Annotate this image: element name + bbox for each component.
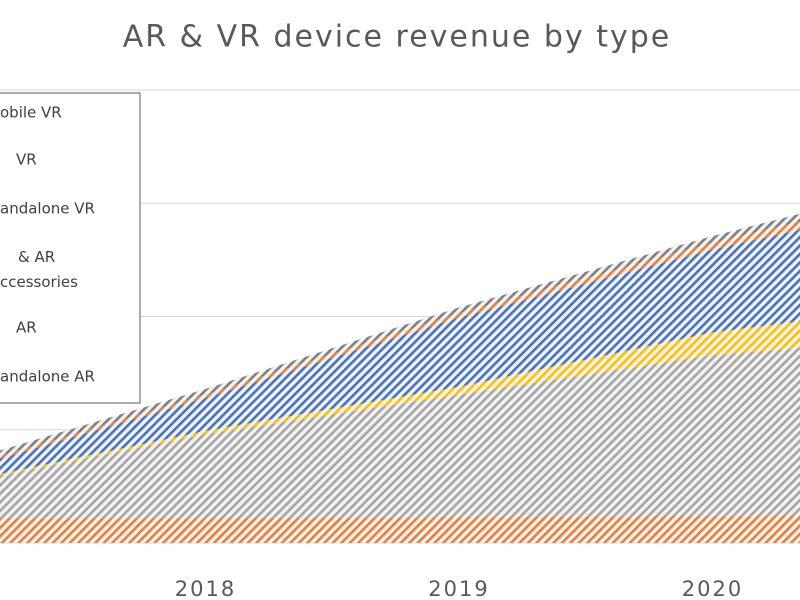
area <box>0 347 800 519</box>
legend-label: VR <box>16 151 37 169</box>
area <box>0 229 800 475</box>
area <box>0 515 800 543</box>
area <box>0 213 800 457</box>
chart-title: AR & VR device revenue by type <box>123 20 672 55</box>
legend-label: andalone VR <box>0 200 95 218</box>
x-tick-label: 2019 <box>428 577 489 600</box>
x-tick-label: 2020 <box>682 577 743 600</box>
legend-box <box>0 92 141 404</box>
legend-label: & AR ccessories <box>0 248 78 291</box>
area <box>0 221 800 459</box>
legend-label: AR <box>16 319 37 337</box>
x-tick-label: 2018 <box>175 577 236 600</box>
legend-label: andalone AR <box>0 368 95 386</box>
area <box>0 321 800 476</box>
legend-label: obile VR <box>0 104 62 122</box>
